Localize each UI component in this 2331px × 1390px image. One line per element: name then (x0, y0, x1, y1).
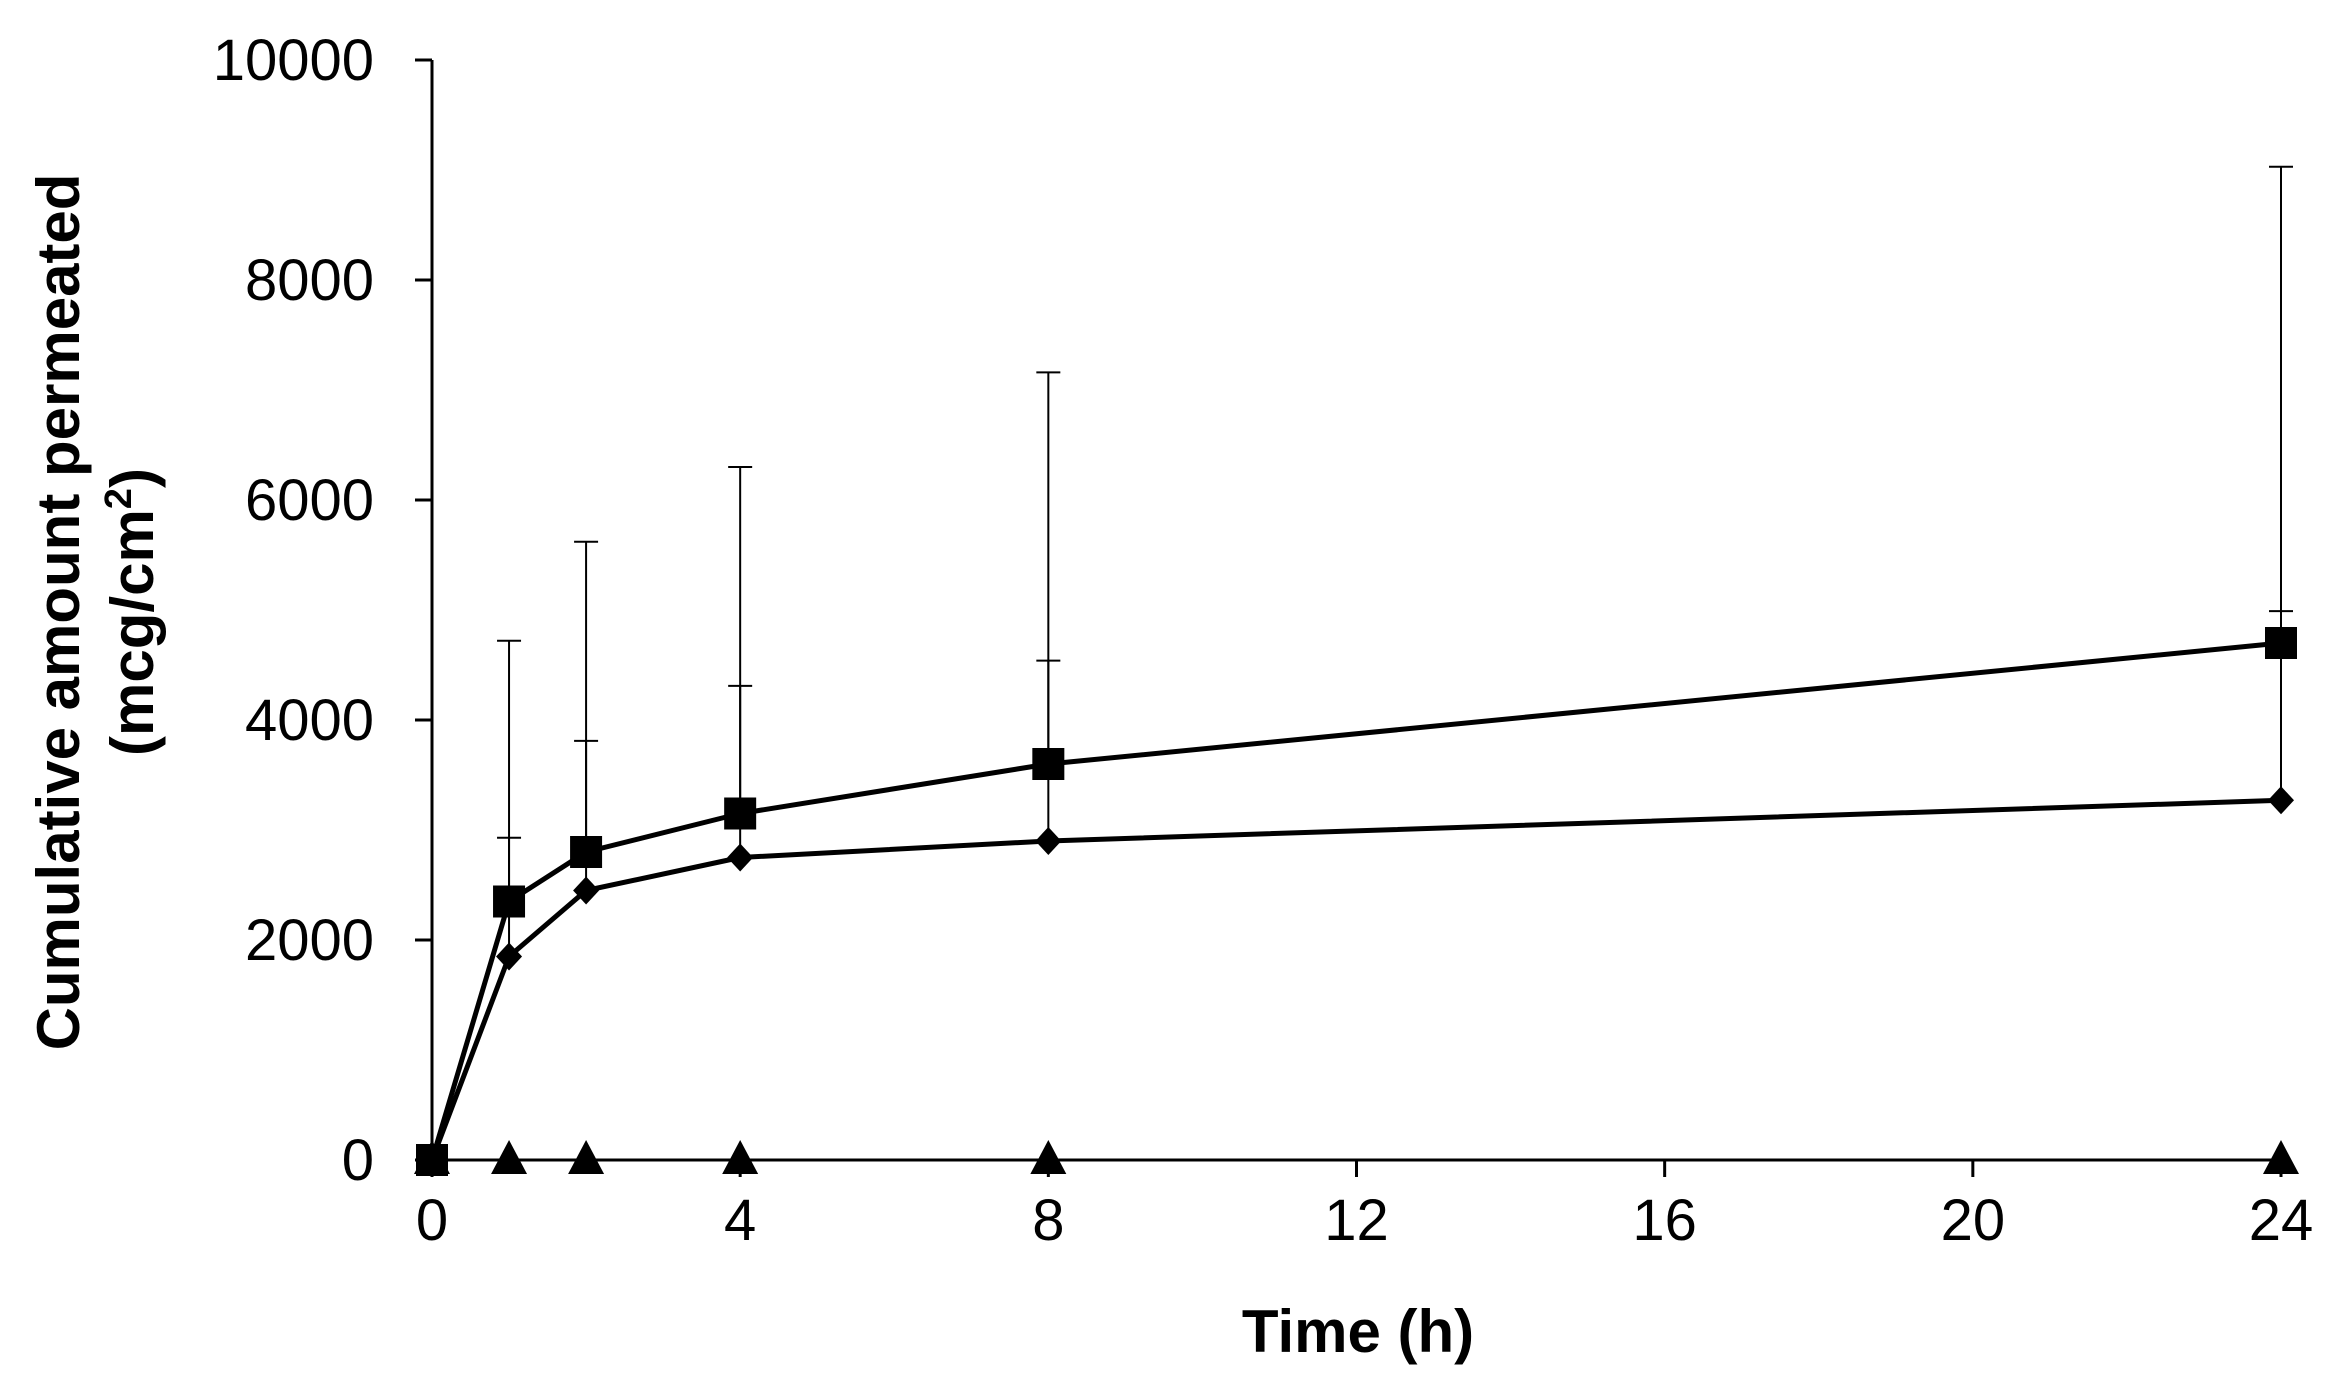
chart-axes (430, 60, 2281, 1162)
diamond-series-point (727, 843, 754, 872)
triangle-series-point (722, 1140, 759, 1174)
chart-lines (429, 640, 2282, 1161)
triangle-series-point (491, 1140, 528, 1174)
y-axis-title-line1: Cumulative amount permeated (25, 174, 92, 1051)
chart-markers (414, 627, 2299, 1176)
x-tick-label: 4 (724, 1188, 756, 1253)
square-series-point (1032, 748, 1065, 780)
triangle-series-point (414, 1140, 450, 1174)
triangle-series-point (568, 1140, 605, 1174)
diamond-series-point (496, 942, 523, 971)
x-axis-title: Time (h) (1242, 1298, 1474, 1365)
square-series-point (724, 797, 757, 830)
x-tick-label: 0 (416, 1188, 448, 1253)
y-tick-label: 10000 (213, 28, 374, 93)
y-axis-title-unit: (mcg/cm (99, 509, 166, 756)
chart-ticks: 0 2000 4000 6000 8000 10000 0 4 8 12 16 20 24 (213, 28, 2314, 1253)
y-axis-title-superscript: 2 (98, 488, 140, 509)
diamond-series-point (573, 876, 600, 905)
y-tick-label: 2000 (245, 908, 374, 973)
chart-error-bars (497, 165, 2293, 957)
y-tick-label: 6000 (245, 468, 374, 533)
y-tick-label: 4000 (245, 688, 374, 753)
diamond-series-point (2268, 786, 2294, 815)
triangle-series-point (2263, 1140, 2299, 1174)
y-axis-title-line2: (mcg/cm2) (98, 468, 166, 756)
diamond-series-line (429, 797, 2282, 1161)
square-series-point (570, 836, 603, 868)
y-axis-title-close: ) (99, 468, 166, 488)
y-tick-label: 8000 (245, 248, 374, 313)
square-series-point (2265, 627, 2297, 659)
x-tick-label: 16 (1632, 1188, 1697, 1253)
square-series-point (493, 885, 526, 918)
diamond-series-point (1035, 827, 1062, 855)
triangle-series-point (1030, 1140, 1067, 1174)
x-tick-label: 24 (2249, 1188, 2314, 1253)
y-tick-label: 0 (342, 1128, 374, 1193)
x-tick-label: 8 (1032, 1188, 1064, 1253)
square-series-line (429, 640, 2282, 1161)
x-tick-label: 20 (1941, 1188, 2006, 1253)
x-tick-label: 12 (1324, 1188, 1389, 1253)
